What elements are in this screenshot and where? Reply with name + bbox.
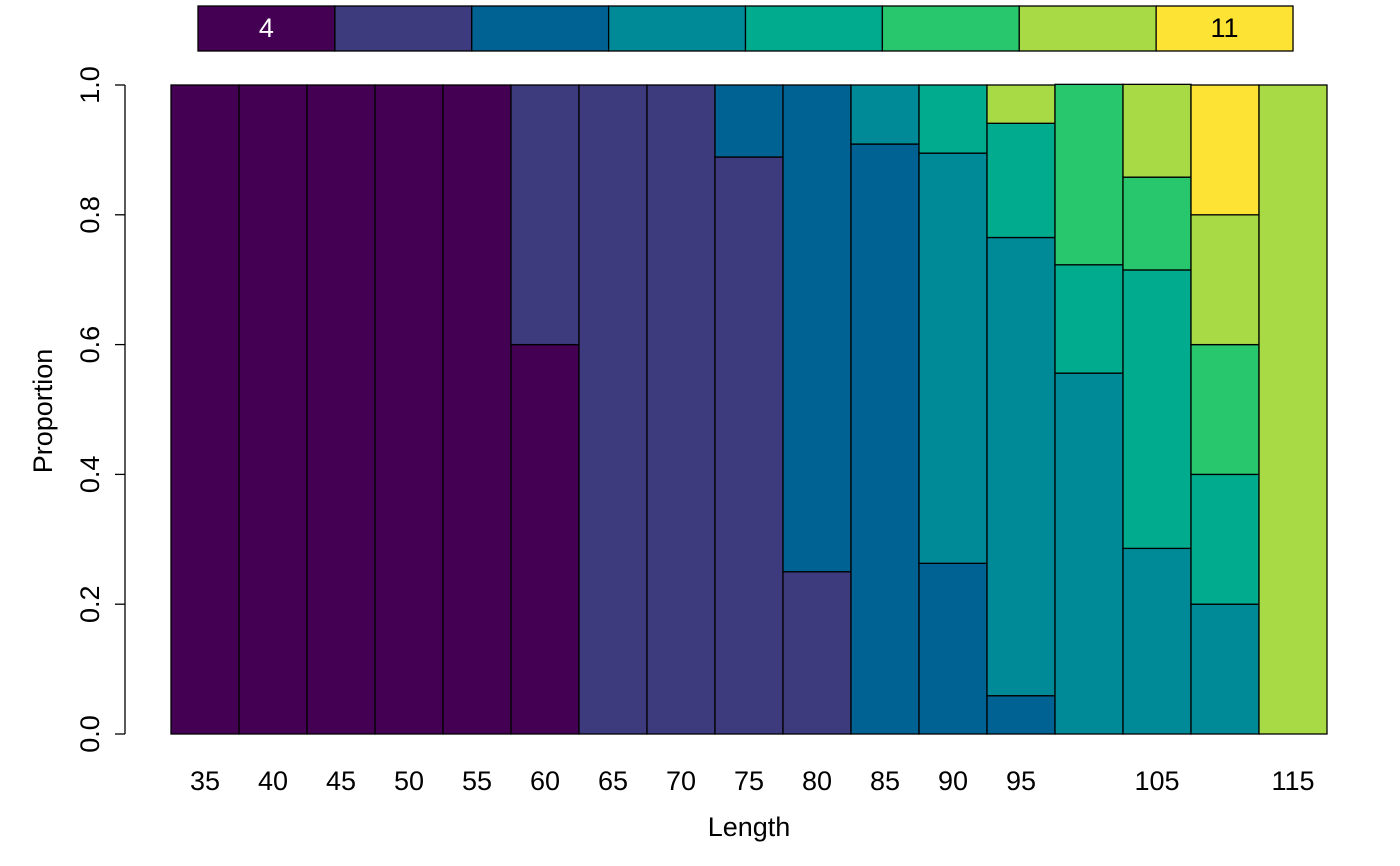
bar-segment-105-level-3 [1122,547,1192,735]
bar-segment-80-level-2 [782,84,852,573]
x-axis: 35 40 45 50 55 60 65 70 75 80 85 90 95 105 115 [190,766,1315,796]
legend-swatch [744,5,884,52]
x-tick-label: 70 [666,766,696,796]
bar-segment-90-level-3 [918,152,988,564]
bar-segment-55-level-0 [442,84,512,735]
x-tick-label: 45 [326,766,356,796]
bar-segment-105-level-4 [1122,269,1192,550]
legend-label: 4 [259,13,274,43]
x-axis-label: Length [708,812,791,842]
legend-swatch [1155,5,1294,52]
x-tick-label: 75 [734,766,764,796]
legend-swatch [881,5,1020,52]
bar-segment-70-level-1 [646,84,716,735]
bar-segment-85-level-2 [850,143,920,735]
bar-segment-110-level-3 [1190,603,1260,735]
legend-swatch [607,5,747,52]
x-tick-label: 115 [1271,766,1314,796]
y-tick-label: 0.8 [75,196,105,234]
y-tick-label: 0.0 [75,715,105,753]
legend-swatch [1018,5,1157,52]
x-tick-label: 90 [938,766,968,796]
bar-segment-95-level-6 [986,84,1056,124]
bar-segment-45-level-0 [306,84,376,735]
y-tick-label: 0.4 [75,456,105,494]
bar-segment-85-level-3 [850,84,920,145]
bar-segment-65-level-1 [578,84,648,735]
bar-segment-100-level-5 [1054,83,1124,266]
x-tick-label: 35 [190,766,220,796]
x-tick-label: 65 [598,766,628,796]
legend-swatch [334,5,473,52]
y-tick-label: 0.2 [75,585,105,623]
bar-segment-60-level-1 [510,84,580,346]
x-tick-label: 60 [530,766,560,796]
y-tick-label: 1.0 [75,66,105,104]
legend-label: 11 [1211,13,1239,43]
bar-stack-group [170,83,1328,735]
legend: 4 11 [197,5,1294,52]
bar-segment-90-level-4 [918,84,988,154]
bar-segment-105-level-5 [1122,176,1192,271]
bar-segment-50-level-0 [374,84,444,735]
y-tick-label: 0.6 [75,326,105,364]
x-tick-label: 85 [870,766,900,796]
bar-segment-95-level-2 [986,695,1056,735]
x-tick-label: 50 [394,766,424,796]
y-axis-label: Proportion [28,349,58,474]
x-tick-label: 55 [462,766,492,796]
x-tick-label: 40 [258,766,288,796]
bar-segment-35-level-0 [170,84,240,735]
bar-segment-110-level-6 [1190,214,1260,346]
bar-segment-105-level-6 [1122,83,1192,178]
x-tick-label: 105 [1134,766,1179,796]
legend-swatch [197,5,336,52]
y-axis: 0.0 0.2 0.4 0.6 0.8 1.0 [75,66,126,753]
bar-segment-40-level-0 [238,84,308,735]
bar-segment-75-level-1 [714,156,784,735]
bar-segment-60-level-0 [510,343,580,735]
bar-segment-90-level-2 [918,562,988,735]
bar-segment-110-level-4 [1190,473,1260,605]
bar-segment-100-level-3 [1054,372,1124,735]
bar-segment-80-level-1 [782,571,852,735]
bar-segment-115-level-6 [1258,84,1328,735]
bar-segment-110-level-5 [1190,343,1260,476]
x-tick-label: 80 [802,766,832,796]
bar-segment-110-level-7 [1190,84,1260,216]
legend-swatch [471,5,610,52]
bar-segment-100-level-4 [1054,264,1124,374]
x-tick-label: 95 [1006,766,1036,796]
bar-segment-75-level-2 [714,84,784,158]
bar-segment-95-level-3 [986,236,1056,697]
bar-segment-95-level-4 [986,122,1056,239]
